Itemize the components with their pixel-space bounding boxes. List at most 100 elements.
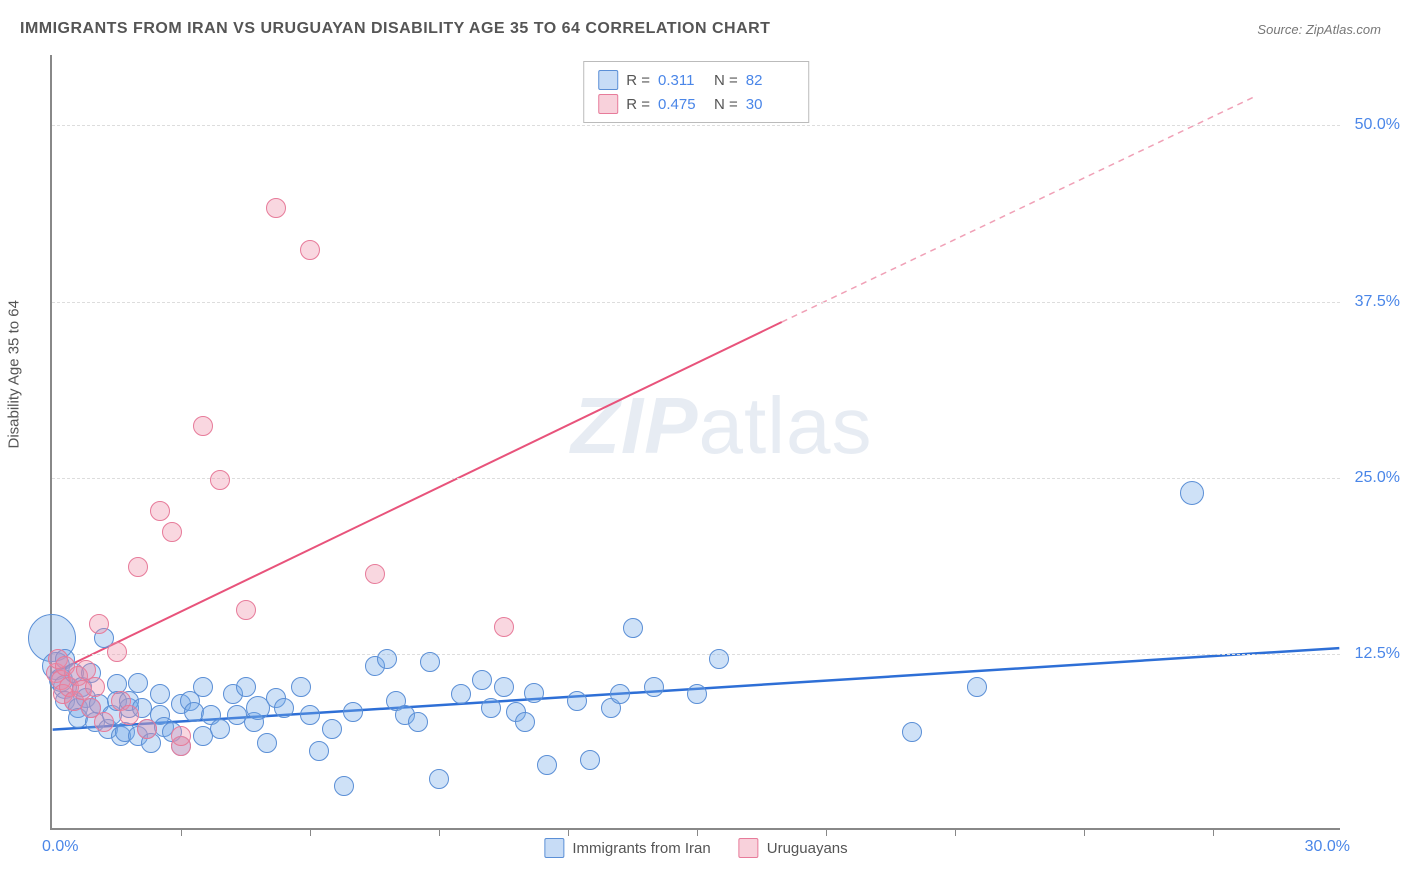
data-point bbox=[266, 198, 286, 218]
data-point bbox=[300, 240, 320, 260]
x-tick bbox=[439, 828, 440, 836]
data-point bbox=[150, 684, 170, 704]
y-axis-label: Disability Age 35 to 64 bbox=[6, 300, 23, 448]
data-point bbox=[128, 557, 148, 577]
data-point bbox=[472, 670, 492, 690]
data-point bbox=[687, 684, 707, 704]
data-point bbox=[967, 677, 987, 697]
watermark-bold: ZIP bbox=[571, 381, 698, 470]
y-tick-label: 37.5% bbox=[1355, 293, 1400, 311]
data-point bbox=[128, 673, 148, 693]
r-label: R = bbox=[626, 96, 650, 113]
data-point bbox=[236, 677, 256, 697]
x-tick bbox=[568, 828, 569, 836]
r-value: 0.311 bbox=[658, 72, 706, 89]
data-point bbox=[451, 684, 471, 704]
data-point bbox=[365, 564, 385, 584]
x-axis-min-label: 0.0% bbox=[42, 838, 78, 856]
x-tick bbox=[181, 828, 182, 836]
data-point bbox=[644, 677, 664, 697]
data-point bbox=[481, 698, 501, 718]
x-tick bbox=[1213, 828, 1214, 836]
x-axis-max-label: 30.0% bbox=[1305, 838, 1350, 856]
data-point bbox=[193, 416, 213, 436]
data-point bbox=[902, 722, 922, 742]
x-tick bbox=[1084, 828, 1085, 836]
data-point bbox=[257, 733, 277, 753]
data-point bbox=[623, 618, 643, 638]
data-point bbox=[274, 698, 294, 718]
legend-stat-row: R = 0.311 N = 82 bbox=[598, 68, 794, 92]
data-point bbox=[580, 750, 600, 770]
legend-label: Uruguayans bbox=[767, 840, 848, 857]
legend-bottom: Immigrants from Iran Uruguayans bbox=[544, 838, 847, 858]
x-tick bbox=[826, 828, 827, 836]
y-tick-label: 50.0% bbox=[1355, 116, 1400, 134]
data-point bbox=[210, 470, 230, 490]
data-point bbox=[107, 642, 127, 662]
trend-line bbox=[782, 97, 1254, 322]
x-tick bbox=[955, 828, 956, 836]
source-label: Source: bbox=[1257, 22, 1302, 37]
watermark: ZIPatlas bbox=[571, 380, 872, 472]
data-point bbox=[524, 683, 544, 703]
data-point bbox=[567, 691, 587, 711]
data-point bbox=[150, 501, 170, 521]
n-value: 82 bbox=[746, 72, 794, 89]
legend-stat-row: R = 0.475 N = 30 bbox=[598, 92, 794, 116]
gridline bbox=[52, 654, 1340, 655]
y-tick-label: 25.0% bbox=[1355, 469, 1400, 487]
data-point bbox=[1180, 481, 1204, 505]
legend-swatch bbox=[739, 838, 759, 858]
gridline bbox=[52, 478, 1340, 479]
data-point bbox=[171, 726, 191, 746]
legend-swatch bbox=[598, 94, 618, 114]
legend-stats-box: R = 0.311 N = 82 R = 0.475 N = 30 bbox=[583, 61, 809, 123]
data-point bbox=[119, 705, 139, 725]
y-tick-label: 12.5% bbox=[1355, 645, 1400, 663]
data-point bbox=[377, 649, 397, 669]
data-point bbox=[429, 769, 449, 789]
n-value: 30 bbox=[746, 96, 794, 113]
data-point bbox=[709, 649, 729, 669]
data-point bbox=[236, 600, 256, 620]
data-point bbox=[494, 677, 514, 697]
legend-label: Immigrants from Iran bbox=[572, 840, 710, 857]
data-point bbox=[210, 719, 230, 739]
data-point bbox=[300, 705, 320, 725]
data-point bbox=[85, 677, 105, 697]
legend-item: Uruguayans bbox=[739, 838, 848, 858]
data-point bbox=[494, 617, 514, 637]
legend-swatch bbox=[544, 838, 564, 858]
data-point bbox=[193, 677, 213, 697]
trend-line bbox=[53, 322, 782, 673]
data-point bbox=[537, 755, 557, 775]
data-point bbox=[89, 614, 109, 634]
r-value: 0.475 bbox=[658, 96, 706, 113]
watermark-rest: atlas bbox=[698, 381, 872, 470]
data-point bbox=[515, 712, 535, 732]
data-point bbox=[162, 522, 182, 542]
data-point bbox=[291, 677, 311, 697]
source-name: ZipAtlas.com bbox=[1306, 22, 1381, 37]
n-label: N = bbox=[714, 96, 738, 113]
r-label: R = bbox=[626, 72, 650, 89]
x-tick bbox=[310, 828, 311, 836]
data-point bbox=[309, 741, 329, 761]
data-point bbox=[137, 719, 157, 739]
data-point bbox=[334, 776, 354, 796]
data-point bbox=[322, 719, 342, 739]
n-label: N = bbox=[714, 72, 738, 89]
legend-item: Immigrants from Iran bbox=[544, 838, 710, 858]
source-attribution: Source: ZipAtlas.com bbox=[1257, 22, 1381, 37]
gridline bbox=[52, 125, 1340, 126]
data-point bbox=[610, 684, 630, 704]
plot-area: ZIPatlas R =0.311N =82R =0.475N =30 Immi… bbox=[50, 55, 1340, 830]
legend-swatch bbox=[598, 70, 618, 90]
x-tick bbox=[697, 828, 698, 836]
data-point bbox=[408, 712, 428, 732]
data-point bbox=[343, 702, 363, 722]
chart-title: IMMIGRANTS FROM IRAN VS URUGUAYAN DISABI… bbox=[20, 20, 770, 38]
gridline bbox=[52, 302, 1340, 303]
data-point bbox=[94, 712, 114, 732]
